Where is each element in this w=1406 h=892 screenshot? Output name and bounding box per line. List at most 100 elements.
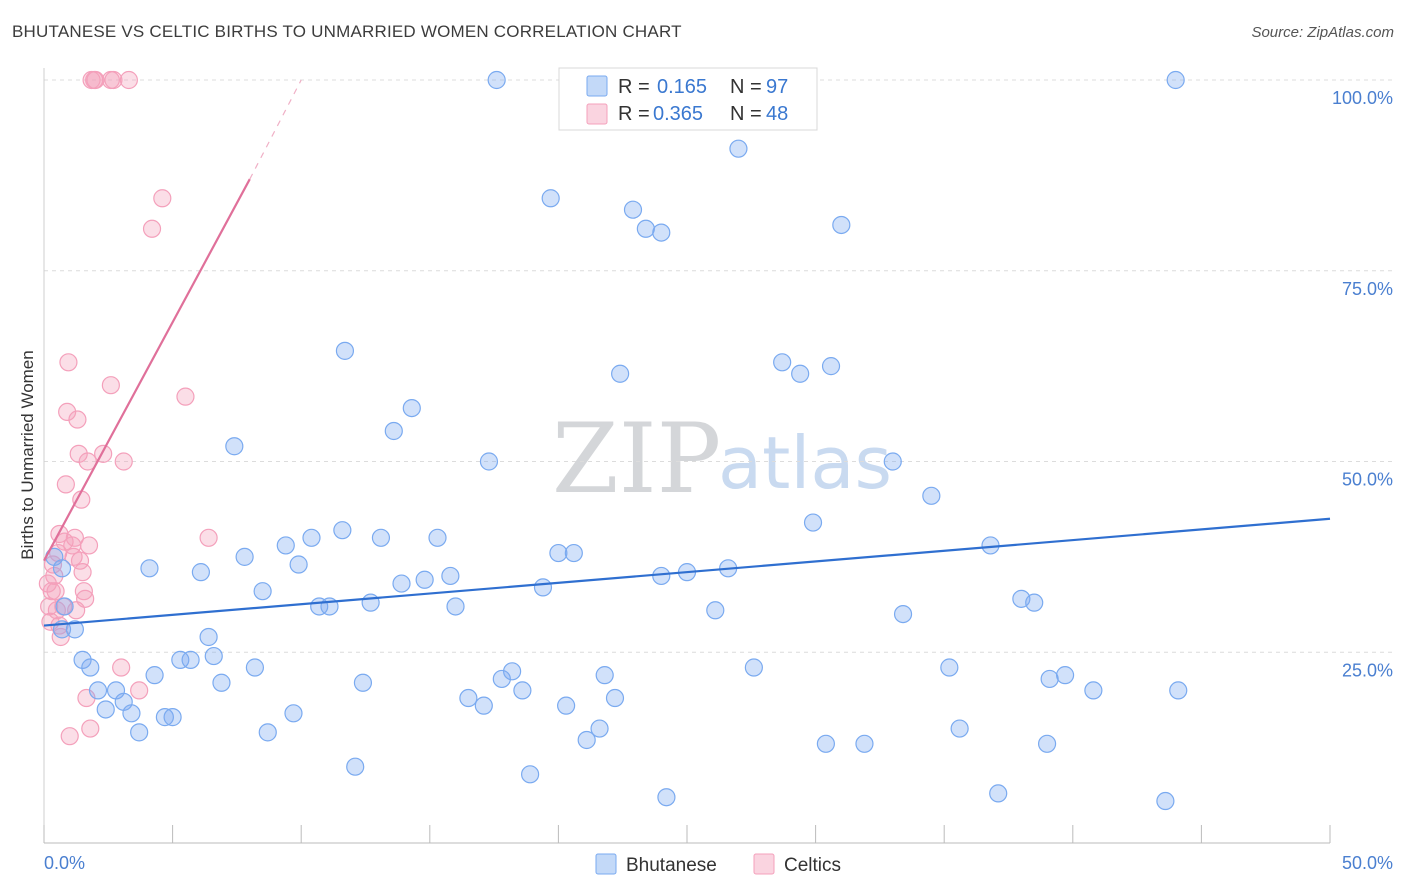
watermark-zip: ZIP [552, 403, 721, 515]
celtics-point-45 [153, 189, 172, 208]
bhutanese-point-80 [832, 215, 851, 235]
bhutanese-point-30 [289, 555, 308, 574]
bhutanese-point-68 [652, 566, 671, 586]
source-label: Source: ZipAtlas.com [1251, 24, 1394, 41]
bhutanese-point-29 [284, 704, 303, 723]
bottom-legend-label-bhutanese: Bhutanese [626, 855, 717, 876]
celtics-point-26 [73, 563, 92, 582]
bhutanese-point-60 [577, 730, 596, 750]
bottom-legend-label-celtics: Celtics [784, 855, 841, 876]
bhutanese-point-96 [1166, 70, 1185, 90]
celtics-point-5 [45, 566, 64, 586]
bhutanese-point-79 [821, 357, 841, 376]
series-legend: Bhutanese Celtics [595, 853, 841, 876]
bhutanese-point-17 [171, 650, 190, 669]
bhutanese-point-37 [353, 673, 373, 692]
correlation-legend: R = 0.165 N = 97 R = 0.365 N = 48 [558, 67, 818, 131]
legend-swatch-celtics [586, 103, 608, 125]
celtics-point-46 [176, 387, 195, 406]
bhutanese-point-69 [657, 788, 676, 807]
bhutanese-point-97 [1169, 681, 1188, 700]
bhutanese-point-26 [253, 582, 272, 601]
bhutanese-point-46 [446, 597, 465, 616]
bhutanese-point-91 [1037, 734, 1057, 753]
celtics-point-3 [42, 582, 61, 601]
bhutanese-point-49 [474, 696, 493, 715]
legend-r-value-bhutanese: 0.165 [657, 76, 707, 98]
celtics-point-35 [86, 70, 105, 90]
bhutanese-point-8 [96, 700, 115, 719]
bhutanese-point-35 [335, 341, 355, 360]
celtics-point-20 [65, 528, 84, 547]
celtics-point-27 [74, 582, 93, 601]
bhutanese-point-55 [533, 578, 553, 597]
celtics-point-47 [199, 528, 218, 547]
celtics-point-14 [56, 475, 75, 494]
bhutanese-trend-line [43, 517, 1331, 627]
bottom-legend-swatch-bhutanese [595, 853, 617, 875]
bhutanese-point-19 [191, 563, 210, 582]
bhutanese-point-41 [392, 574, 411, 593]
bhutanese-point-84 [922, 486, 941, 505]
bhutanese-point-71 [706, 601, 725, 620]
bhutanese-point-5 [73, 650, 92, 669]
y-tick-label-25: 25.0% [1342, 660, 1393, 680]
bhutanese-point-74 [744, 658, 763, 677]
bhutanese-point-64 [611, 364, 630, 383]
celtics-point-15 [58, 402, 77, 422]
tick-labels: 25.0% 50.0% 75.0% 100.0% 0.0% 50.0% [44, 88, 1393, 873]
bhutanese-point-43 [415, 570, 434, 589]
bhutanese-point-77 [803, 513, 823, 532]
bhutanese-point-24 [235, 547, 254, 566]
bhutanese-point-13 [140, 559, 159, 578]
legend-n-value-celtics: 48 [766, 103, 788, 125]
bhutanese-point-38 [361, 593, 380, 612]
bhutanese-point-81 [855, 734, 874, 753]
bhutanese-point-22 [212, 673, 231, 692]
celtics-point-28 [76, 589, 95, 608]
bhutanese-point-45 [441, 566, 460, 586]
bhutanese-point-52 [503, 662, 522, 681]
legend-n-label-bhutanese: N = [730, 76, 762, 98]
celtics-point-22 [68, 410, 87, 429]
y-tick-label-75: 75.0% [1342, 279, 1393, 299]
bhutanese-point-51 [492, 669, 511, 689]
legend-r-label-bhutanese: R = [618, 76, 650, 98]
bhutanese-point-4 [65, 620, 84, 639]
y-tick-label-100: 100.0% [1332, 88, 1393, 108]
bhutanese-point-36 [346, 757, 365, 776]
y-axis-label: Births to Unmarried Women [18, 350, 37, 559]
bhutanese-point-75 [773, 353, 792, 372]
bhutanese-point-82 [883, 452, 902, 471]
bhutanese-point-62 [595, 666, 614, 685]
bhutanese-point-23 [225, 437, 244, 456]
bhutanese-point-7 [88, 681, 108, 700]
celtics-trend-line [43, 178, 251, 562]
celtics-point-41 [114, 452, 133, 471]
bhutanese-point-34 [333, 521, 352, 540]
bhutanese-point-94 [1084, 681, 1103, 700]
bhutanese-point-88 [989, 784, 1008, 803]
bhutanese-point-54 [521, 765, 540, 784]
bhutanese-point-12 [130, 723, 149, 742]
bhutanese-point-53 [513, 681, 532, 700]
bhutanese-point-14 [145, 666, 164, 685]
bhutanese-point-11 [122, 704, 141, 723]
celtics-point-43 [130, 681, 149, 700]
bhutanese-points [45, 70, 1188, 811]
bhutanese-point-48 [479, 452, 499, 471]
bhutanese-point-58 [557, 696, 576, 715]
bhutanese-point-90 [1025, 593, 1044, 612]
bhutanese-point-44 [428, 528, 447, 547]
bhutanese-point-57 [549, 543, 568, 563]
bottom-legend-swatch-celtics [753, 853, 775, 875]
gridlines [44, 79, 1393, 653]
bhutanese-point-20 [199, 627, 218, 647]
bhutanese-point-59 [564, 543, 583, 563]
celtics-point-17 [60, 727, 79, 746]
celtics-point-30 [78, 452, 97, 471]
celtics-point-6 [46, 582, 65, 601]
celtics-trend-extension [249, 79, 302, 180]
celtics-point-38 [101, 376, 120, 395]
